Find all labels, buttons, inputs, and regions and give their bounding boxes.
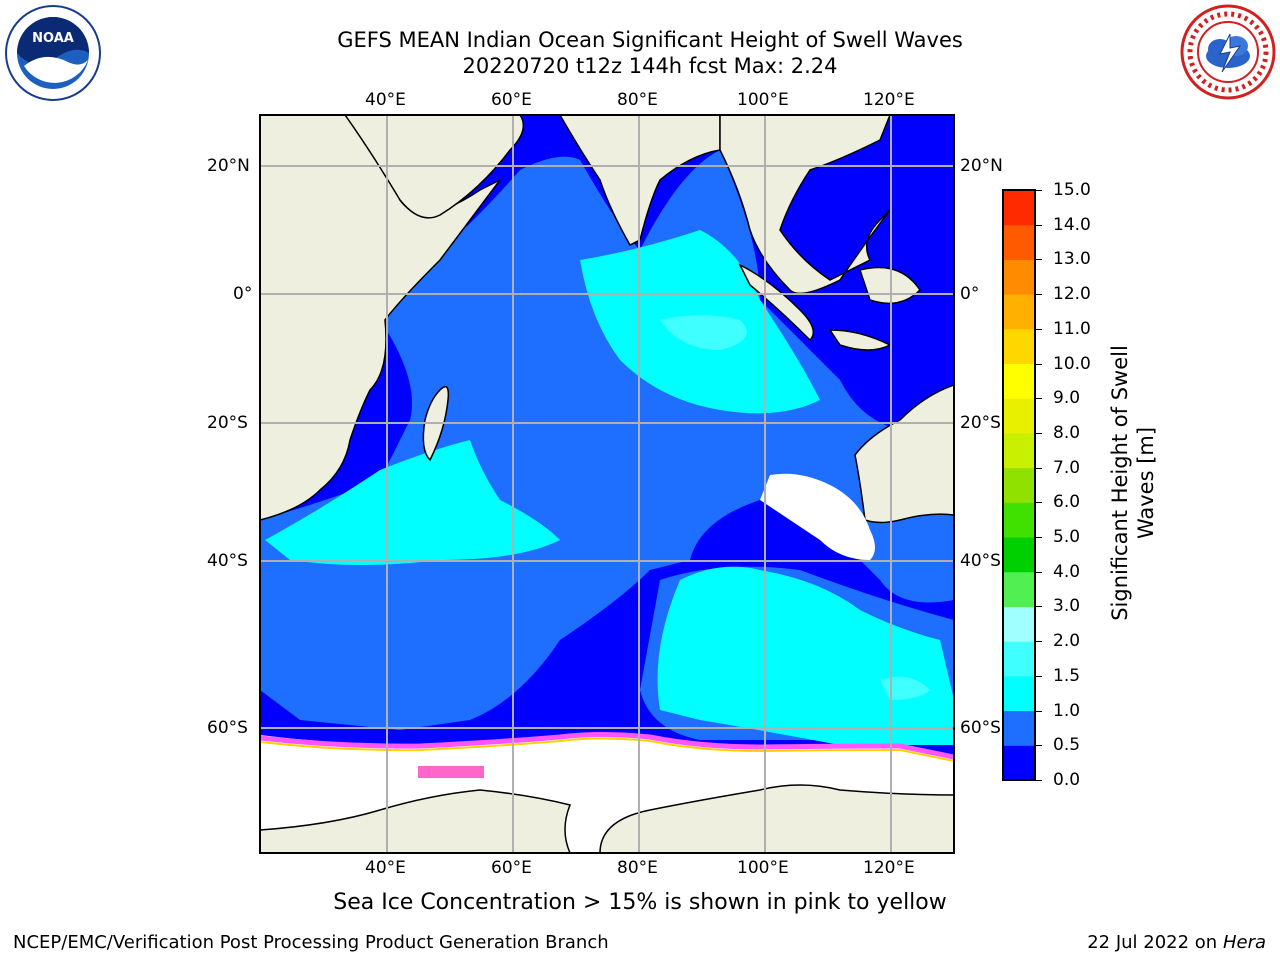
svg-text:NOAA: NOAA [32,31,74,46]
top-lon-label-60: 60°E [491,90,532,110]
colorbar-tick-label: 12.0 [1053,284,1091,305]
colorbar-tick-label: 6.0 [1053,492,1081,513]
colorbar-tick-label: 7.0 [1053,457,1081,478]
colorbar-tick-label: 1.5 [1053,665,1081,686]
footer-branch: NCEP/EMC/Verification Post Processing Pr… [13,932,609,953]
left-lat-label-20n: 20°N [207,156,250,176]
colorbar-segment [1003,190,1035,226]
footer-machine: Hera [1222,932,1266,953]
colorbar-tick-label: 4.0 [1053,561,1081,582]
bottom-lon-label-60: 60°E [491,858,532,878]
colorbar-tick-mark [1036,432,1042,434]
top-lon-label-40: 40°E [365,90,406,110]
footer-date-text: 22 Jul 2022 on [1087,932,1223,953]
colorbar-tick-mark [1036,675,1042,677]
colorbar-tick-mark [1036,363,1042,365]
right-lat-label-40s: 40°S [960,551,1001,571]
swell-zone-1p5-2 [660,315,747,350]
colorbar-tick-mark [1036,710,1042,712]
colorbar-tick-mark [1036,190,1042,191]
national-weather-service-logo [1180,4,1276,100]
gridlines [260,115,954,853]
colorbar-tick-mark [1036,606,1042,608]
top-lon-label-120: 120°E [863,90,915,110]
footer-date: 22 Jul 2022 on Hera [1087,932,1266,953]
colorbar [1002,189,1036,781]
sea-ice-edge [260,732,954,760]
colorbar-tick-mark [1036,745,1042,747]
colorbar-title: Significant Height of Swell Waves [m] [1107,345,1159,621]
noaa-logo: NOAA [4,4,102,102]
colorbar-segment [1003,363,1035,399]
bottom-lon-label-100: 100°E [737,858,789,878]
sea-ice-note: Sea Ice Concentration > 15% is shown in … [333,890,947,915]
top-lon-label-100: 100°E [737,90,789,110]
colorbar-segment [1003,432,1035,469]
colorbar-tick-label: 10.0 [1053,353,1091,374]
colorbar-segment [1003,675,1035,712]
colorbar-tick-label: 3.0 [1053,596,1081,617]
colorbar-frame [1002,189,1036,781]
colorbar-segment [1003,328,1035,365]
colorbar-tick-label: 8.0 [1053,422,1081,443]
colorbar-tick-label: 5.0 [1053,527,1081,548]
colorbar-segment [1003,571,1035,607]
colorbar-segment [1003,745,1035,781]
bottom-lon-label-120: 120°E [863,858,915,878]
colorbar-segment [1003,641,1035,677]
colorbar-tick-mark [1036,780,1042,781]
left-lat-label-60s: 60°S [207,718,248,738]
colorbar-segment [1003,398,1035,434]
colorbar-tick-label: 1.0 [1053,700,1081,721]
bottom-lon-label-40: 40°E [365,858,406,878]
colorbar-segment [1003,502,1035,538]
colorbar-tick-label: 9.0 [1053,388,1081,409]
colorbar-tick-label: 14.0 [1053,214,1091,235]
colorbar-tick-mark [1036,537,1042,539]
colorbar-tick-mark [1036,641,1042,643]
right-lat-label-60s: 60°S [960,718,1001,738]
colorbar-tick-mark [1036,502,1042,504]
bottom-lon-label-80: 80°E [617,858,658,878]
colorbar-tick-label: 0.0 [1053,770,1081,790]
colorbar-tick-label: 0.5 [1053,735,1081,756]
colorbar-segment [1003,259,1035,295]
colorbar-tick-mark [1036,259,1042,261]
southeast-asia-land [719,115,891,295]
colorbar-segment [1003,294,1035,330]
colorbar-tick-label: 15.0 [1053,180,1091,200]
top-lon-label-80: 80°E [617,90,658,110]
sea-ice-patch [418,766,484,778]
left-lat-label-40s: 40°S [207,551,248,571]
map-frame [259,114,955,854]
right-lat-label-0: 0° [960,284,980,304]
australia-land [854,384,954,524]
colorbar-tick-mark [1036,571,1042,573]
colorbar-tick-label: 11.0 [1053,318,1091,339]
colorbar-tick-label: 2.0 [1053,631,1081,652]
chart-subtitle: 20220720 t12z 144h fcst Max: 2.24 [462,54,838,78]
colorbar-tick-mark [1036,398,1042,400]
right-lat-label-20n: 20°N [960,156,1003,176]
colorbar-segment [1003,224,1035,260]
colorbar-title-line2: Waves [m] [1134,426,1158,540]
colorbar-tick-mark [1036,224,1042,226]
antarctica-land [260,789,572,853]
left-lat-label-0: 0° [233,284,253,304]
left-lat-label-20s: 20°S [207,413,248,433]
chart-title: GEFS MEAN Indian Ocean Significant Heigh… [337,28,963,52]
colorbar-segment [1003,467,1035,503]
right-lat-label-20s: 20°S [960,413,1001,433]
colorbar-tick-mark [1036,328,1042,330]
colorbar-tick-mark [1036,467,1042,469]
colorbar-title-line1: Significant Height of Swell [1108,345,1132,621]
colorbar-tick-mark [1036,294,1042,296]
colorbar-segment [1003,606,1035,642]
colorbar-segment [1003,710,1035,746]
colorbar-tick-label: 13.0 [1053,249,1091,270]
colorbar-segment [1003,537,1035,573]
